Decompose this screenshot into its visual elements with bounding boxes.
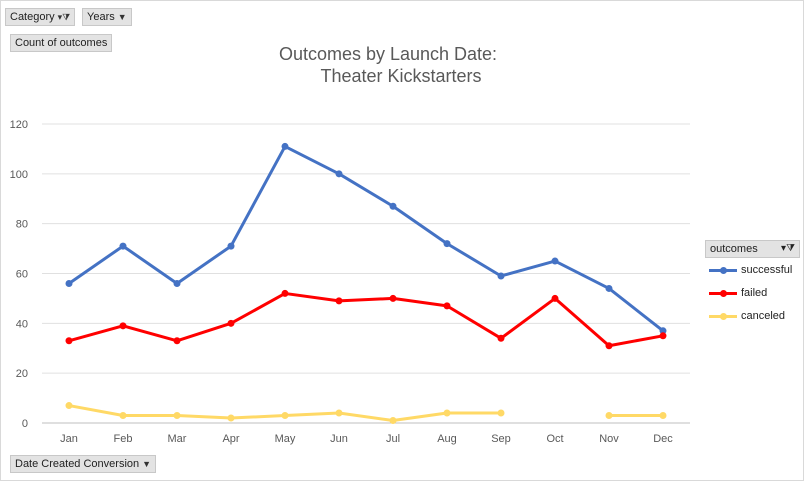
data-point[interactable]: [659, 412, 667, 420]
legend-label: canceled: [741, 309, 786, 322]
data-point[interactable]: [227, 319, 235, 327]
data-point[interactable]: [227, 414, 235, 422]
data-point[interactable]: [389, 202, 397, 210]
funnel-filter-icon: ▾⧩: [57, 12, 71, 22]
data-point[interactable]: [389, 294, 397, 302]
data-point[interactable]: [281, 412, 289, 420]
category-filter-label: Category: [10, 11, 55, 23]
x-tick-label: Feb: [114, 433, 133, 445]
legend-items: successful failed canceled: [705, 258, 800, 327]
legend-filter-button[interactable]: outcomes ▾⧩: [705, 240, 800, 258]
axis-field-button[interactable]: Date Created Conversion ▼: [10, 455, 157, 473]
data-point[interactable]: [173, 279, 181, 287]
legend-swatch: [709, 265, 737, 275]
legend-item-successful[interactable]: successful: [709, 258, 800, 281]
y-tick-label: 20: [16, 368, 28, 380]
x-tick-label: May: [275, 433, 296, 445]
series-line: [68, 291, 664, 348]
data-point[interactable]: [605, 412, 613, 420]
x-tick-label: Jul: [386, 433, 400, 445]
x-tick-label: Jan: [60, 433, 78, 445]
y-tick-label: 120: [10, 119, 28, 131]
x-tick-label: Oct: [546, 433, 563, 445]
series-lines: [65, 142, 667, 425]
gridlines: [42, 123, 690, 424]
data-point[interactable]: [173, 412, 181, 420]
data-point[interactable]: [551, 294, 559, 302]
data-point[interactable]: [173, 337, 181, 345]
x-axis-ticks: Jan Feb Mar Apr May Jun Jul Aug Sep Oct Nov Dec: [60, 433, 673, 445]
value-field-label: Count of outcomes: [15, 37, 108, 49]
data-point[interactable]: [389, 417, 397, 425]
x-tick-label: Aug: [437, 433, 457, 445]
series-successful: [65, 142, 667, 335]
series-failed: [65, 289, 667, 350]
y-tick-label: 60: [16, 269, 28, 281]
data-point[interactable]: [65, 337, 73, 345]
data-point[interactable]: [281, 289, 289, 297]
years-filter-button[interactable]: Years ▼: [82, 8, 132, 26]
data-point[interactable]: [497, 409, 505, 417]
data-point[interactable]: [65, 279, 73, 287]
data-point[interactable]: [119, 242, 127, 250]
x-tick-label: Apr: [222, 433, 239, 445]
data-point[interactable]: [659, 327, 667, 335]
data-point[interactable]: [281, 142, 289, 150]
data-point[interactable]: [659, 332, 667, 340]
years-filter-label: Years: [87, 11, 115, 23]
data-point[interactable]: [227, 242, 235, 250]
dropdown-arrow-icon: ▼: [117, 12, 127, 22]
y-tick-label: 40: [16, 318, 28, 330]
data-point[interactable]: [497, 334, 505, 342]
x-tick-label: Jun: [330, 433, 348, 445]
legend-label: failed: [741, 286, 768, 299]
data-point[interactable]: [335, 170, 343, 178]
dropdown-arrow-icon: ▼: [142, 459, 152, 469]
data-point[interactable]: [443, 302, 451, 310]
y-tick-label: 100: [10, 169, 28, 181]
y-axis-ticks: 0 20 40 60 80 100 120: [10, 119, 28, 430]
series-canceled: [65, 402, 667, 425]
data-point[interactable]: [65, 402, 73, 410]
axis-field-label: Date Created Conversion: [15, 458, 140, 470]
legend-swatch: [709, 311, 737, 321]
legend-title: outcomes: [710, 243, 758, 255]
funnel-filter-icon: ▾⧩: [781, 243, 795, 254]
x-tick-label: Mar: [168, 433, 187, 445]
data-point[interactable]: [335, 409, 343, 417]
chart-legend: outcomes ▾⧩ successful failed canceled: [705, 240, 800, 327]
data-point[interactable]: [443, 409, 451, 417]
y-tick-label: 80: [16, 219, 28, 231]
legend-item-canceled[interactable]: canceled: [709, 304, 800, 327]
x-tick-label: Nov: [599, 433, 619, 445]
value-field-button[interactable]: Count of outcomes: [10, 34, 113, 52]
x-tick-label: Sep: [491, 433, 511, 445]
data-point[interactable]: [497, 272, 505, 280]
series-line: [68, 144, 664, 332]
x-tick-label: Dec: [653, 433, 673, 445]
legend-label: successful: [741, 263, 793, 276]
data-point[interactable]: [551, 257, 559, 265]
series-line: [68, 404, 663, 423]
y-tick-label: 0: [22, 418, 28, 430]
data-point[interactable]: [335, 297, 343, 305]
legend-item-failed[interactable]: failed: [709, 281, 800, 304]
data-point[interactable]: [605, 284, 613, 292]
chart-subtitle: Theater Kickstarters: [320, 66, 481, 86]
category-filter-button[interactable]: Category ▾⧩: [5, 8, 76, 26]
legend-swatch: [709, 288, 737, 298]
data-point[interactable]: [119, 412, 127, 420]
data-point[interactable]: [443, 240, 451, 248]
chart-title: Outcomes by Launch Date:: [279, 44, 497, 64]
data-point[interactable]: [605, 342, 613, 350]
data-point[interactable]: [119, 322, 127, 330]
